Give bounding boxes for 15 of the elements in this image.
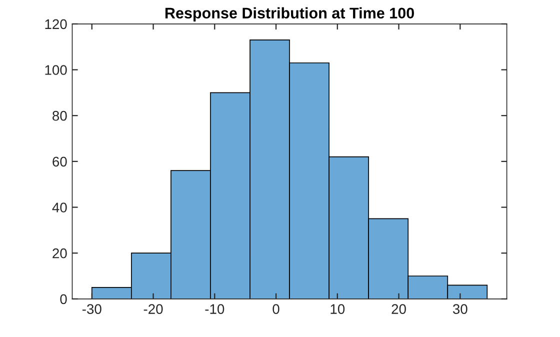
x-tick-label: -10 <box>205 304 224 314</box>
x-tick-label: -30 <box>82 304 102 314</box>
y-tick-label: 100 <box>45 65 67 75</box>
y-tick-label: 40 <box>52 202 67 212</box>
y-tick-label: 60 <box>52 156 67 167</box>
x-tick-label: 20 <box>392 304 406 314</box>
x-tick-label: 30 <box>452 304 468 314</box>
y-tick-label: 80 <box>52 110 67 121</box>
y-tick-label: 0 <box>60 294 67 304</box>
x-tick-label: -20 <box>144 304 163 314</box>
y-tick-label: 120 <box>45 19 67 30</box>
chart-title: Response Distribution at Time 100 <box>165 7 414 22</box>
x-tick-label: 0 <box>272 304 280 314</box>
y-tick-label: 20 <box>52 248 67 258</box>
x-tick-label: 10 <box>330 304 345 314</box>
